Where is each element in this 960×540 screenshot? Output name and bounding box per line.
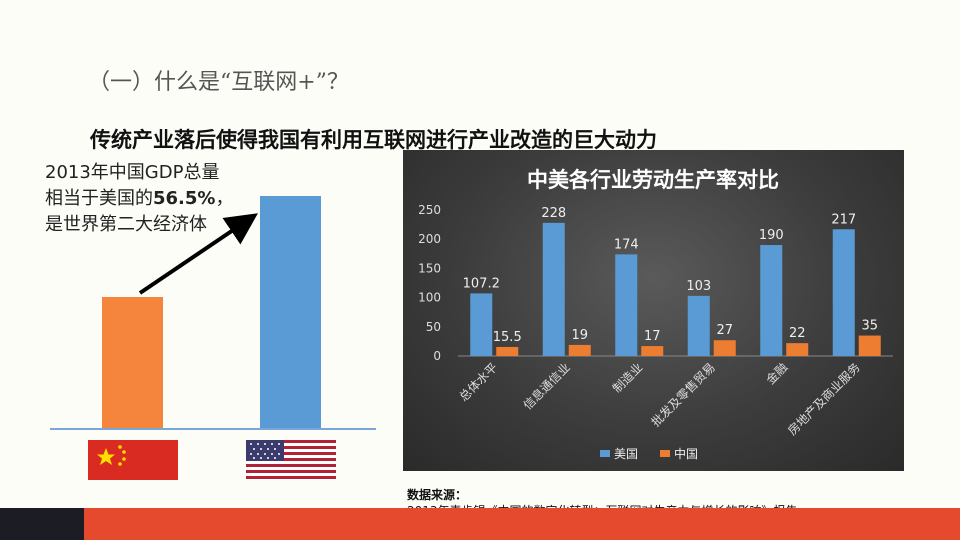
footer-red-band [84,508,960,540]
bar-us [615,254,638,356]
bar-us [542,222,565,356]
data-label: 17 [644,329,661,344]
data-label: 15.5 [493,330,522,345]
data-label: 27 [716,323,733,338]
productivity-chart-svg: 中美各行业劳动生产率对比 0 50 100 150 200 250 107.2 15.5 总体水平… [418,168,893,461]
bar-china [641,346,664,356]
china-gdp-bar [102,296,163,428]
y-tick-label: 100 [418,291,441,305]
y-tick-label: 200 [418,232,441,246]
growth-arrow-icon [138,213,258,295]
y-tick-label: 50 [426,320,441,334]
bar-china [568,344,591,356]
gdp-note-line2: ，是世界第二大经济体 [45,188,234,235]
gdp-note-percent: 56.5% [153,188,216,209]
china-flag-icon [88,440,178,480]
data-label: 190 [759,228,784,243]
category-label: 制造业 [610,360,645,395]
bar-china [786,343,809,356]
category-label: 房地产及商业服务 [784,360,862,438]
data-label: 174 [614,237,639,252]
category-label: 信息通信业 [520,360,573,413]
gdp-note-line1: 2013年中国GDP总量相当于美国的 [45,162,220,209]
data-label: 217 [831,212,856,227]
legend-label: 美国 [614,447,638,461]
gdp-chart-baseline [50,428,376,430]
source-label: 数据来源： [407,488,468,502]
legend-swatch [660,450,670,457]
y-tick-label: 0 [433,349,441,363]
chart-title: 中美各行业劳动生产率对比 [527,168,779,192]
bar-us [760,245,783,356]
category-label: 金融 [763,360,791,388]
data-label: 19 [571,328,588,343]
bar-china [713,340,736,356]
bar-us [470,293,493,356]
y-tick-label: 150 [418,261,441,275]
gdp-comparison-chart [0,150,400,490]
category-label: 总体水平 [457,360,501,404]
legend-label: 中国 [674,446,698,461]
bar-us [832,229,855,356]
data-label: 35 [861,319,878,334]
slide-title: （一）什么是“互联网+”？ [88,70,349,95]
bar-china [858,335,881,356]
data-label: 22 [789,326,806,341]
data-label: 103 [686,279,711,294]
bar-us [687,295,710,356]
us-gdp-bar [260,196,321,428]
slide-subtitle: 传统产业落后使得我国有利用互联网进行产业改造的巨大动力 [90,128,657,152]
data-label: 228 [541,206,566,221]
productivity-chart: 中美各行业劳动生产率对比 0 50 100 150 200 250 107.2 15.5 总体水平… [403,150,904,471]
category-label: 批发及零售贸易 [648,360,718,430]
footer-dark-block [0,508,84,540]
legend-swatch [600,450,610,457]
bar-china [496,346,519,356]
gdp-note: 2013年中国GDP总量相当于美国的56.5%，是世界第二大经济体 [45,160,235,238]
data-label: 107.2 [463,276,500,291]
y-tick-label: 250 [418,203,441,217]
us-flag-icon [246,440,336,480]
